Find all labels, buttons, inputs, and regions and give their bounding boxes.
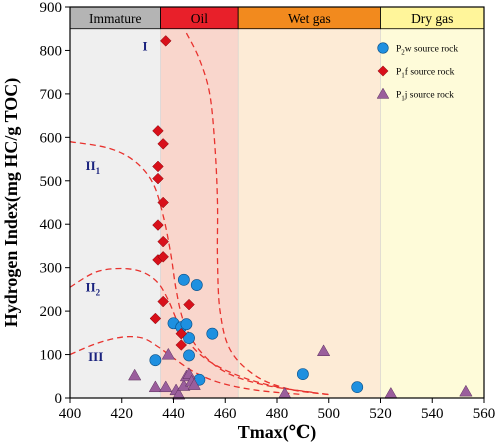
x-tick-label-3: 460 (214, 406, 237, 422)
point-triangle-1 (148, 380, 163, 393)
zone-label-2: Wet gas (288, 11, 331, 26)
point-triangle-14 (459, 384, 473, 397)
point-diamond-5 (157, 196, 169, 209)
legend-marker-2 (376, 87, 390, 99)
zone-fill-2 (238, 28, 381, 398)
legend-marker-1 (377, 65, 389, 77)
point-diamond-6 (157, 235, 169, 248)
point-triangle-0 (128, 368, 142, 381)
x-tick-label-7: 540 (421, 406, 444, 422)
legend-label-text: j source rock (404, 91, 454, 101)
x-tick-label-1: 420 (111, 406, 134, 422)
legend-label-text: w source rock (405, 45, 459, 55)
maturity-zone-backgrounds (70, 28, 484, 398)
point-diamond-2 (157, 138, 169, 150)
zone-fill-1 (160, 28, 239, 398)
legend-label-subscript: 1 (401, 72, 405, 80)
y-tick-label-7: 700 (40, 87, 63, 103)
point-diamond-4 (152, 172, 164, 185)
point-diamond-3 (152, 160, 164, 173)
x-axis-title: Tmax(℃) (238, 422, 317, 443)
legend-label-text: f source rock (405, 67, 455, 78)
zone-fill-3 (380, 28, 484, 398)
point-circle-9 (206, 327, 219, 340)
legend-label-0: P2w source rock (396, 45, 458, 57)
point-triangle-12 (316, 344, 331, 356)
point-triangle-5 (172, 387, 186, 400)
point-circle-3 (177, 273, 190, 286)
y-tick-label-5: 500 (40, 174, 63, 190)
kerogen-label-0: I (142, 38, 147, 53)
point-circle-10 (296, 368, 309, 381)
maturity-zone-bands: Immature Oil Wet gas Dry gas (69, 6, 485, 30)
kerogen-label-3: III (88, 349, 103, 364)
point-diamond-10 (157, 295, 169, 308)
point-circle-11 (351, 381, 364, 394)
point-diamond-9 (157, 251, 169, 263)
legend-marker-0 (377, 42, 389, 54)
point-circle-4 (180, 318, 193, 331)
y-tick-label-2: 200 (40, 304, 63, 320)
x-tick-label-0: 400 (59, 406, 82, 422)
point-circle-5 (183, 349, 195, 362)
y-tick-label-9: 900 (40, 0, 63, 16)
legend-label-1: P1f source rock (396, 67, 455, 80)
zone-label-0: Immature (89, 11, 141, 26)
x-tick-label-5: 500 (318, 406, 341, 422)
point-triangle-3 (161, 347, 175, 360)
point-circle-0 (149, 354, 162, 367)
kerogen-label-subscript: 1 (96, 166, 101, 176)
boundary-curve-3 (69, 335, 303, 396)
boundary-curve-2 (69, 267, 329, 396)
x-tick-label-6: 520 (369, 406, 392, 422)
axis-ticks: 400 420 440 460 480 500 520 540 560 0 100 200 300 400… (40, 0, 496, 422)
data-points (128, 35, 473, 400)
point-diamond-0 (159, 35, 172, 47)
y-tick-label-3: 300 (40, 261, 63, 277)
point-triangle-2 (159, 380, 173, 393)
zone-label-3: Dry gas (411, 11, 453, 26)
legend-label-subscript: 1 (401, 95, 405, 103)
x-tick-label-4: 480 (266, 406, 289, 422)
y-tick-label-8: 800 (40, 43, 63, 59)
point-circle-6 (183, 332, 195, 344)
y-axis-title: Hydrogen Index(mg HC/g TOC) (1, 78, 22, 328)
y-tick-label-0: 0 (55, 391, 63, 407)
point-circle-7 (190, 279, 203, 291)
point-diamond-1 (152, 125, 164, 137)
x-tick-label-2: 440 (162, 406, 185, 422)
point-diamond-12 (175, 327, 188, 340)
zone-label-1: Oil (191, 11, 209, 26)
y-tick-label-1: 100 (40, 348, 63, 364)
point-diamond-7 (152, 219, 164, 231)
point-diamond-11 (149, 312, 162, 325)
boundary-curve-0 (185, 32, 329, 396)
legend: P2w source rock P1f source rock P1j source… (376, 42, 458, 103)
kerogen-boundary-curves (69, 32, 329, 396)
y-tick-label-6: 600 (40, 130, 63, 146)
zone-fill-0 (70, 28, 161, 398)
legend-label-subscript: 2 (401, 49, 405, 57)
point-diamond-13 (175, 339, 188, 351)
point-triangle-10 (187, 378, 201, 390)
x-tick-label-8: 560 (473, 406, 496, 422)
point-diamond-14 (183, 298, 195, 311)
y-tick-label-4: 400 (40, 217, 63, 233)
kerogen-label-subscript: 2 (96, 288, 101, 298)
legend-label-2: P1j source rock (396, 91, 454, 103)
